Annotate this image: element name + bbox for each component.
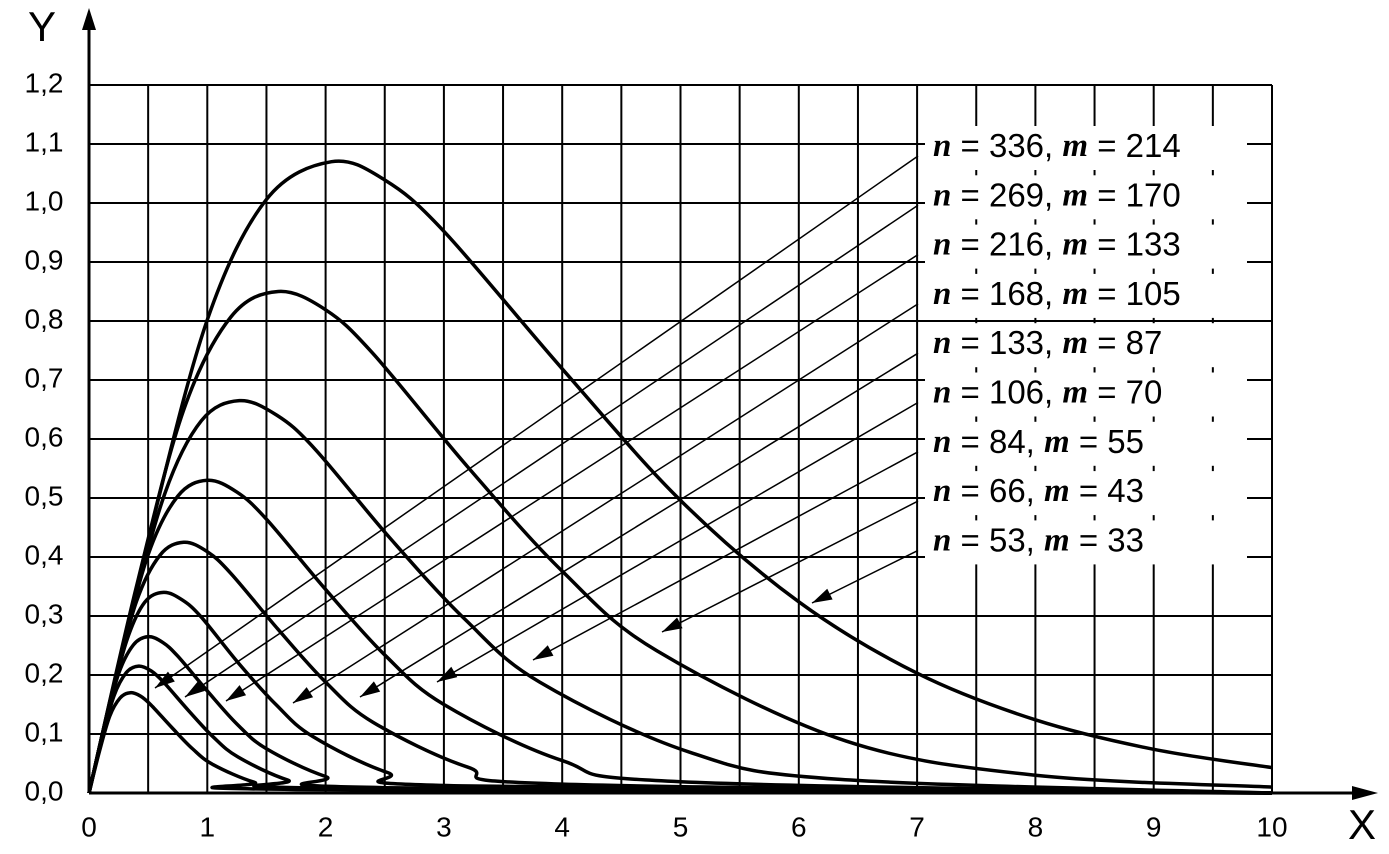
label-background bbox=[925, 520, 1247, 565]
label-background bbox=[925, 126, 1247, 170]
x-tick-label: 9 bbox=[1146, 811, 1162, 842]
legend-label: n = 53, m = 33 bbox=[933, 521, 1144, 558]
y-tick-label: 1,0 bbox=[25, 185, 64, 216]
leader-arrow bbox=[360, 681, 381, 697]
curve bbox=[87, 159, 1273, 794]
y-tick-label: 0,0 bbox=[25, 775, 64, 806]
leader-arrow bbox=[437, 666, 458, 682]
leader-arrow bbox=[662, 617, 683, 632]
x-tick-label: 1 bbox=[200, 811, 216, 842]
leader-line bbox=[184, 204, 919, 698]
x-tick-label: 6 bbox=[791, 811, 807, 842]
leader-line bbox=[661, 500, 919, 633]
y-tick-label: 0,3 bbox=[25, 598, 64, 629]
legend-label: n = 216, m = 133 bbox=[933, 225, 1181, 262]
leader-line bbox=[436, 401, 919, 683]
leader-line bbox=[225, 253, 919, 702]
label-background bbox=[925, 421, 1247, 466]
legend-label: n = 84, m = 55 bbox=[933, 423, 1144, 460]
leader-line bbox=[154, 155, 919, 689]
label-background bbox=[925, 175, 1247, 220]
y-tick-label: 0,1 bbox=[25, 716, 64, 747]
leader-arrow bbox=[533, 645, 554, 660]
y-tick-label: 1,1 bbox=[25, 126, 64, 157]
x-tick-label: 4 bbox=[554, 811, 570, 842]
y-tick-label: 0,7 bbox=[25, 362, 64, 393]
x-tick-label: 3 bbox=[436, 811, 452, 842]
y-tick-label: 0,5 bbox=[25, 480, 64, 511]
leader-arrow bbox=[226, 685, 247, 701]
legend-label: n = 269, m = 170 bbox=[933, 176, 1181, 213]
curve bbox=[87, 540, 1273, 795]
label-background bbox=[925, 323, 1247, 368]
y-tick-label: 0,9 bbox=[25, 244, 64, 275]
x-tick-label: 10 bbox=[1256, 811, 1287, 842]
y-tick-label: 0,6 bbox=[25, 421, 64, 452]
leader-line bbox=[532, 451, 919, 661]
leader-arrow bbox=[812, 588, 833, 603]
x-tick-label: 8 bbox=[1028, 811, 1044, 842]
legend-label: n = 106, m = 70 bbox=[933, 373, 1162, 410]
legend-label: n = 66, m = 43 bbox=[933, 472, 1144, 509]
label-background bbox=[925, 372, 1247, 417]
leader-arrow bbox=[293, 687, 314, 703]
x-axis-label: X bbox=[1348, 801, 1376, 848]
y-axis-arrow bbox=[82, 8, 96, 30]
x-axis-arrow bbox=[1352, 786, 1378, 800]
legend-label: n = 133, m = 87 bbox=[933, 324, 1162, 361]
legend-label: n = 168, m = 105 bbox=[933, 275, 1181, 312]
x-tick-label: 7 bbox=[909, 811, 925, 842]
leader-line bbox=[359, 352, 919, 698]
leader-arrow bbox=[185, 680, 205, 697]
curve bbox=[87, 398, 1273, 795]
label-background bbox=[925, 471, 1247, 516]
legend-label: n = 336, m = 214 bbox=[933, 127, 1181, 164]
x-tick-label: 0 bbox=[81, 811, 97, 842]
leader-arrow bbox=[155, 671, 175, 688]
x-tick-label: 5 bbox=[673, 811, 689, 842]
y-tick-label: 1,2 bbox=[25, 67, 64, 98]
label-background bbox=[925, 273, 1247, 318]
y-axis-label: Y bbox=[28, 3, 56, 50]
leader-line bbox=[292, 303, 919, 704]
y-tick-label: 0,4 bbox=[25, 539, 64, 570]
label-background bbox=[925, 224, 1247, 269]
x-tick-label: 2 bbox=[318, 811, 334, 842]
y-tick-label: 0,8 bbox=[25, 303, 64, 334]
curve bbox=[87, 634, 1273, 795]
y-tick-label: 0,2 bbox=[25, 657, 64, 688]
